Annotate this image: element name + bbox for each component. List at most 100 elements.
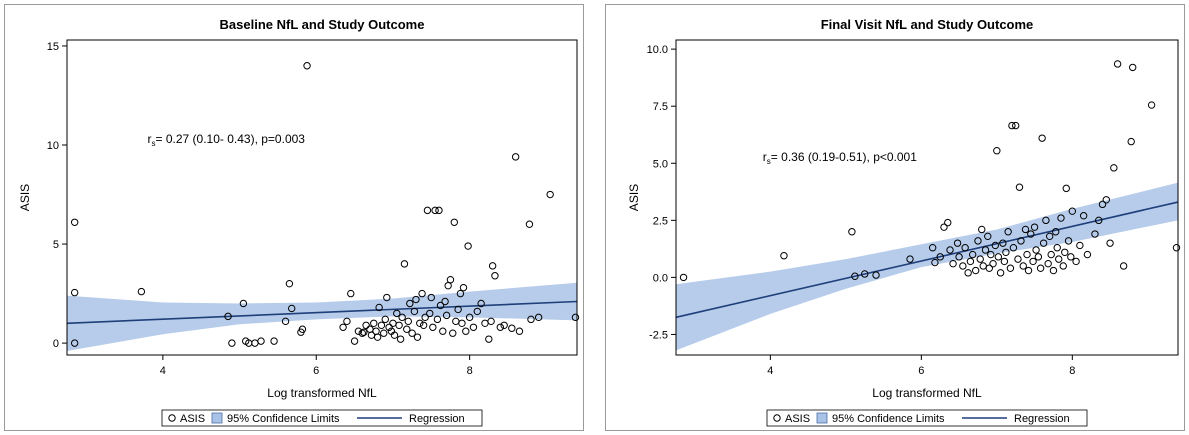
data-point xyxy=(1119,262,1128,270)
data-point xyxy=(487,317,495,326)
data-point xyxy=(1038,134,1046,142)
data-point xyxy=(1006,264,1015,272)
legend-swatch-ci xyxy=(816,412,828,424)
data-point xyxy=(955,253,963,261)
data-point xyxy=(224,312,232,321)
data-point xyxy=(433,315,442,324)
data-point xyxy=(454,305,462,314)
data-point xyxy=(546,190,554,199)
data-point xyxy=(1172,244,1181,252)
data-point xyxy=(70,218,79,226)
data-point xyxy=(419,321,428,329)
data-point xyxy=(491,272,499,280)
data-point xyxy=(477,299,485,308)
data-point xyxy=(343,317,351,326)
y-tick-label: 5.0 xyxy=(653,158,668,170)
chart-svg-baseline: Baseline NfL and Study Outcome 0 5 10 15 4 6 8 L… xyxy=(18,17,580,427)
data-point xyxy=(70,339,79,347)
data-point xyxy=(515,327,524,335)
data-point xyxy=(1059,262,1067,270)
data-point xyxy=(968,250,977,259)
data-point xyxy=(994,253,1003,261)
data-point xyxy=(525,220,534,228)
data-point xyxy=(381,315,389,324)
data-point xyxy=(1127,137,1135,146)
data-point xyxy=(1113,60,1122,68)
data-point xyxy=(350,337,359,345)
data-point xyxy=(452,317,460,326)
data-point xyxy=(1045,232,1054,241)
y-tick-label: 7.5 xyxy=(653,101,668,113)
data-point xyxy=(450,218,458,226)
data-point xyxy=(953,239,962,247)
data-point xyxy=(1017,237,1025,245)
legend-label-ci: 95% Confidence Limits xyxy=(832,413,945,425)
legend-box xyxy=(766,409,1088,427)
data-point xyxy=(429,323,437,331)
data-point xyxy=(978,225,986,234)
x-tick-label: 8 xyxy=(1069,365,1075,377)
data-point xyxy=(380,329,388,337)
data-point xyxy=(511,153,520,161)
data-point xyxy=(421,313,429,322)
data-point xyxy=(571,313,580,322)
data-point xyxy=(281,317,290,326)
data-point xyxy=(464,242,472,250)
data-point xyxy=(400,260,409,268)
data-point xyxy=(441,297,449,306)
correlation-annotation: rs= 0.27 (0.10- 0.43), p=0.003 xyxy=(148,132,306,148)
data-point xyxy=(1042,216,1050,225)
data-point xyxy=(989,259,997,268)
data-point xyxy=(1024,266,1033,275)
legend-box xyxy=(161,409,483,427)
data-point xyxy=(1106,239,1114,247)
y-tick-label: 0 xyxy=(53,338,59,350)
data-point xyxy=(372,327,380,335)
data-point xyxy=(1091,230,1099,238)
data-point xyxy=(410,307,419,316)
x-tick-label: 8 xyxy=(467,365,473,377)
data-point xyxy=(347,289,355,298)
chart-panel-final-visit: Final Visit NfL and Study Outcome -2.5 0.0… xyxy=(605,4,1185,431)
confidence-band xyxy=(67,282,577,352)
x-tick-label: 4 xyxy=(767,365,773,377)
x-axis-label: Log transformed NfL xyxy=(872,386,982,400)
data-point xyxy=(435,206,443,215)
data-point xyxy=(385,323,393,331)
data-point xyxy=(996,269,1005,277)
data-point xyxy=(439,327,447,335)
data-point xyxy=(1053,244,1061,252)
data-point xyxy=(1027,230,1035,238)
confidence-band xyxy=(676,182,1178,351)
chart-svg-final-visit: Final Visit NfL and Study Outcome -2.5 0.0… xyxy=(627,17,1181,427)
correlation-annotation: rs= 0.36 (0.19-0.51), p<0.001 xyxy=(763,150,917,166)
data-point xyxy=(985,264,993,272)
data-point xyxy=(987,250,995,259)
data-point xyxy=(257,337,265,345)
data-point xyxy=(940,223,948,231)
data-point xyxy=(1011,121,1020,130)
data-point xyxy=(496,323,505,331)
data-point xyxy=(288,304,296,313)
data-point xyxy=(427,293,435,302)
data-point xyxy=(1023,250,1031,259)
data-point xyxy=(1079,212,1088,220)
data-point xyxy=(370,319,378,328)
data-point xyxy=(459,283,468,292)
data-point xyxy=(534,313,543,322)
data-point xyxy=(1095,216,1103,225)
data-point xyxy=(1009,244,1018,252)
data-point xyxy=(485,335,493,343)
data-point xyxy=(906,255,914,263)
data-point xyxy=(431,206,439,215)
data-point xyxy=(398,313,406,322)
data-point xyxy=(390,331,399,339)
data-point xyxy=(285,279,294,288)
data-point xyxy=(436,301,445,310)
data-point xyxy=(1002,248,1010,256)
data-point xyxy=(377,321,386,329)
data-point xyxy=(1032,246,1040,254)
data-point xyxy=(993,147,1001,155)
data-point xyxy=(408,329,416,337)
data-point xyxy=(1061,248,1069,256)
